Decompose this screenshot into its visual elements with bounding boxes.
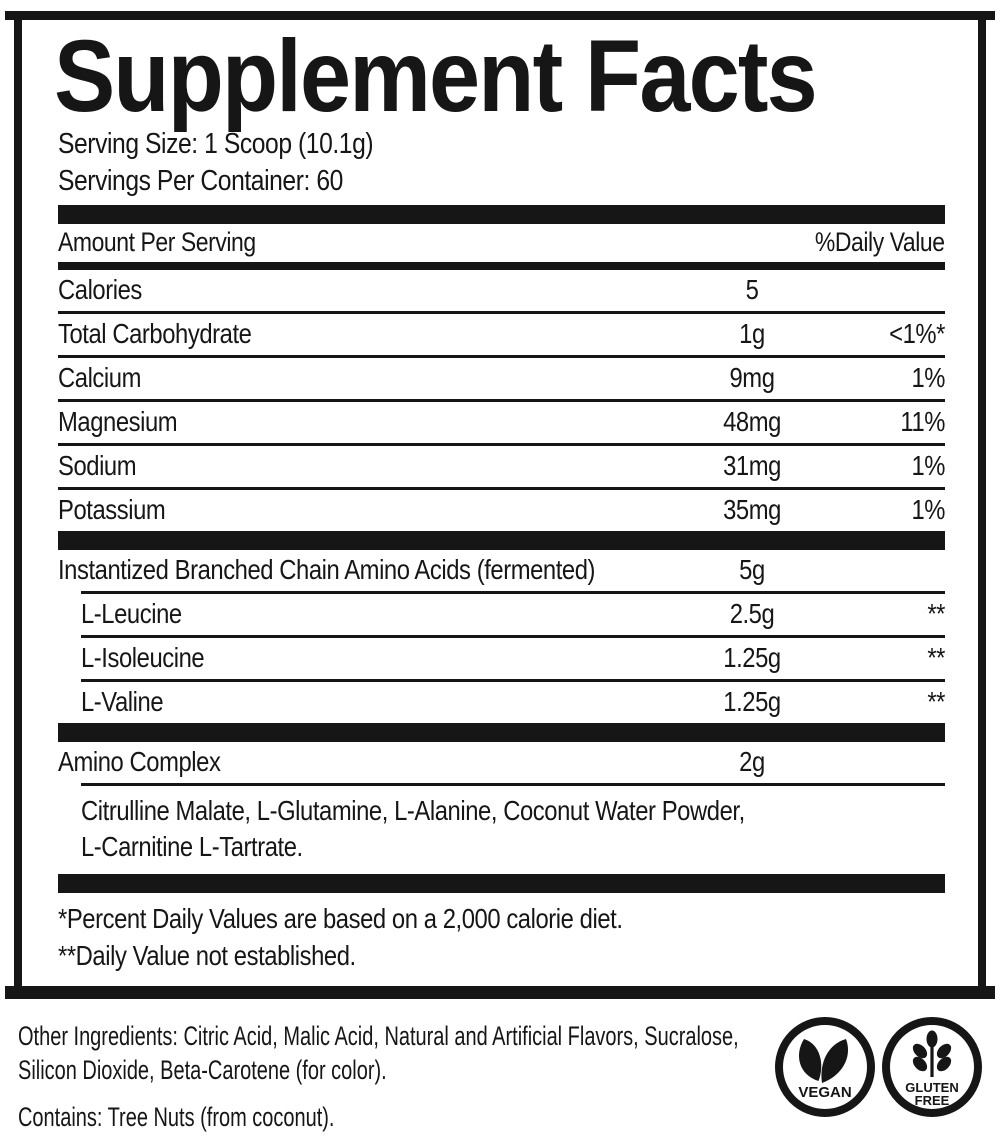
nutrient-dv: 1% [911,494,945,526]
table-row: Instantized Branched Chain Amino Acids (… [58,550,945,591]
supplement-facts-panel: Supplement Facts Serving Size: 1 Scoop (… [5,11,995,999]
nutrient-dv: 11% [900,406,945,438]
nutrient-amount: 1.25g [723,642,781,674]
footnotes: *Percent Daily Values are based on a 2,0… [58,893,945,980]
nutrient-name: Calcium [58,362,141,394]
footnote-daily-values: *Percent Daily Values are based on a 2,0… [58,902,623,934]
vegan-leaves-icon [798,1038,849,1083]
table-row: Potassium 35mg 1% [58,486,945,531]
gluten-free-badge: GLUTEN FREE [882,1016,982,1117]
nutrient-dv: 1% [911,450,945,482]
nutrient-amount: 35mg [723,494,781,526]
blend-line: L-Carnitine L-Tartrate. [81,830,303,862]
table-row: Total Carbohydrate 1g <1%* [58,310,945,355]
table-header-row: Amount Per Serving %Daily Value [58,224,945,262]
nutrient-name: Magnesium [58,406,178,438]
section-divider-bar [58,873,945,893]
gluten-free-label-line2: FREE [915,1093,950,1108]
table-row: L-Valine 1.25g ** [81,678,945,723]
nutrient-amount: 1.25g [723,686,781,718]
nutrient-dv: <1%* [889,318,945,350]
nutrient-dv: ** [927,686,945,718]
servings-per-container: Servings Per Container: 60 [58,164,343,197]
nutrient-dv: ** [927,598,945,630]
table-row: Sodium 31mg 1% [58,442,945,487]
amino-complex-blend: Citrulline Malate, L-Glutamine, L-Alanin… [81,782,945,874]
nutrient-name: L-Leucine [81,598,182,630]
nutrient-amount: 2.5g [729,598,775,630]
bottom-section: Other Ingredients: Citric Acid, Malic Ac… [0,999,1000,1134]
nutrient-amount: 1g [739,318,765,350]
nutrient-name: Amino Complex [58,746,221,778]
nutrient-name: Instantized Branched Chain Amino Acids (… [58,554,596,586]
vegan-label: VEGAN [798,1084,851,1101]
table-row: Amino Complex 2g [58,742,945,783]
section-divider-bar [58,204,945,224]
footnote-not-established: **Daily Value not established. [58,939,356,971]
other-ingredients-line: Silicon Dioxide, Beta-Carotene (for colo… [18,1054,387,1085]
nutrient-name: Potassium [58,494,166,526]
contains-statement: Contains: Tree Nuts (from coconut). [18,1101,335,1132]
nutrient-name: Sodium [58,450,137,482]
blend-line: Citrulline Malate, L-Glutamine, L-Alanin… [81,794,745,826]
nutrient-amount: 5g [739,554,765,586]
serving-info: Serving Size: 1 Scoop (10.1g) Servings P… [58,126,945,200]
other-ingredients-line: Other Ingredients: Citric Acid, Malic Ac… [18,1020,739,1051]
nutrient-name: Calories [58,274,142,306]
nutrient-dv: 1% [911,362,945,394]
table-row: Magnesium 48mg 11% [58,398,945,443]
nutrient-dv: ** [927,642,945,674]
section-divider-bar [58,722,945,742]
nutrient-name: Total Carbohydrate [58,318,252,350]
nutrient-amount: 9mg [729,362,775,394]
header-divider-bar [58,261,945,270]
amount-per-serving-header: Amount Per Serving [58,227,256,258]
table-row: Calories 5 [58,270,945,311]
certification-badges: VEGAN GLUTEN FREE [773,1015,984,1119]
serving-size: Serving Size: 1 Scoop (10.1g) [58,127,374,160]
wheat-icon [912,1030,952,1077]
section-divider-bar [58,530,945,550]
nutrient-amount: 31mg [723,450,781,482]
daily-value-header: %Daily Value [815,227,945,258]
table-row: L-Leucine 2.5g ** [81,590,945,635]
vegan-badge: VEGAN [775,1016,875,1117]
supplement-facts-inner: Supplement Facts Serving Size: 1 Scoop (… [14,20,986,986]
page-title: Supplement Facts [54,19,818,133]
nutrient-amount: 5 [745,274,759,306]
nutrient-name: L-Isoleucine [81,642,205,674]
table-row: L-Isoleucine 1.25g ** [81,634,945,679]
nutrient-name: L-Valine [81,686,164,718]
nutrient-amount: 2g [739,746,765,778]
nutrient-amount: 48mg [723,406,781,438]
gluten-free-label-line1: GLUTEN [905,1080,958,1095]
bottom-text: Other Ingredients: Citric Acid, Malic Ac… [18,1015,773,1134]
table-row: Calcium 9mg 1% [58,354,945,399]
